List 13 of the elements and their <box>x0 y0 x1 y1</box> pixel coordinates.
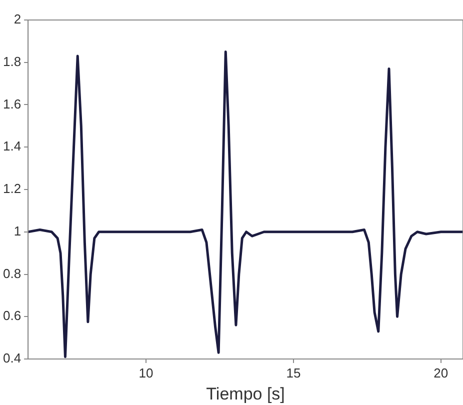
x-axis-title: Tiempo [s] <box>206 384 285 404</box>
y-tick-label: 1.6 <box>2 96 22 112</box>
x-tick-label: 20 <box>434 365 448 380</box>
y-tick-label: 0.6 <box>2 308 22 324</box>
y-tick-label: 0.4 <box>2 350 22 366</box>
y-tick-label: 0.8 <box>2 266 22 281</box>
x-tick-label: 15 <box>286 365 301 380</box>
y-tick-label: 1.4 <box>2 138 22 154</box>
y-tick-label: 2 <box>14 12 22 27</box>
x-tick-label: 10 <box>138 365 154 380</box>
y-tick-label: 1 <box>14 223 22 238</box>
y-tick-label: 1.2 <box>2 181 22 196</box>
y-tick-label: 1.8 <box>2 54 22 69</box>
